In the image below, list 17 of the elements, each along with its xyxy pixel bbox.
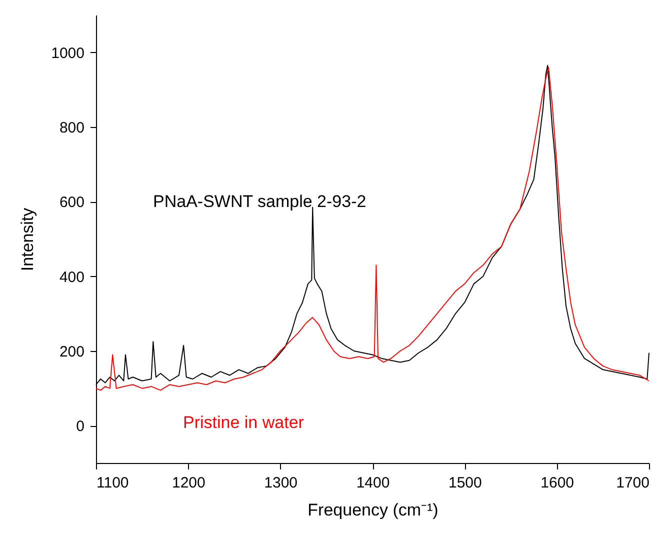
y-axis-title: Intensity <box>18 207 38 272</box>
y-tick-label: 0 <box>76 418 84 436</box>
y-tick-label: 200 <box>59 344 84 360</box>
y-tick-label: 800 <box>59 120 84 136</box>
y-tick-label: 400 <box>59 268 84 286</box>
x-axis-title: Frequency (cm⁻¹) <box>308 500 438 520</box>
annotation: Pristine in water <box>183 413 304 432</box>
x-tick-label: 1700 <box>616 474 650 492</box>
x-tick-label: 1600 <box>540 474 574 492</box>
annotation: PNaA-SWNT sample 2-93-2 <box>153 192 366 211</box>
x-tick-label: 1200 <box>172 474 206 492</box>
y-tick-label: 1000 <box>51 44 84 62</box>
x-tick-label: 1400 <box>356 474 390 492</box>
x-tick-label: 1300 <box>264 474 298 492</box>
x-tick-label: 1100 <box>96 474 129 492</box>
x-tick-label: 1500 <box>448 474 482 492</box>
y-tick-label: 600 <box>59 194 84 212</box>
